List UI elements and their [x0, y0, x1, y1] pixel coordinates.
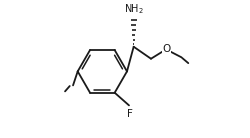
Text: NH$_2$: NH$_2$	[124, 2, 144, 16]
Text: F: F	[127, 109, 132, 119]
Text: O: O	[162, 44, 170, 54]
